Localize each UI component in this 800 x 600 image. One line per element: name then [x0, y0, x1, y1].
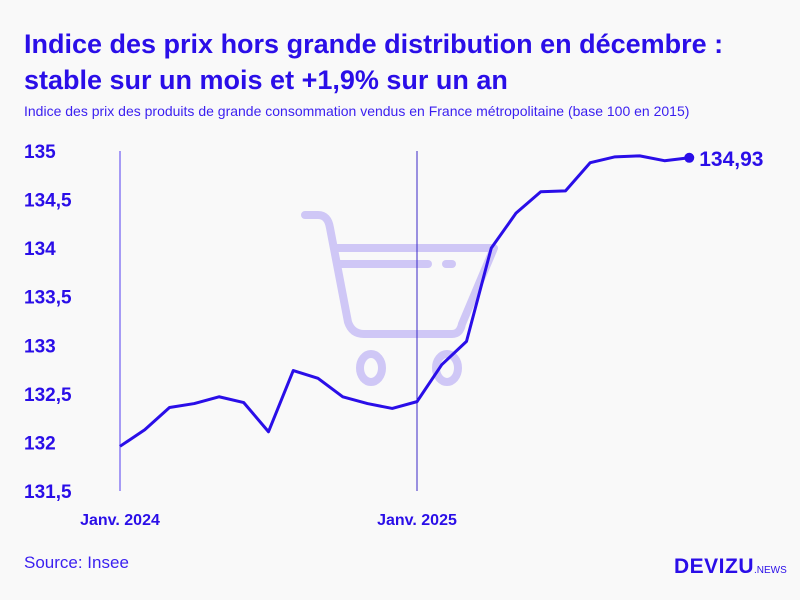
y-tick-label: 133 — [24, 336, 56, 357]
y-tick-label: 133,5 — [24, 288, 72, 309]
devizu-logo: DEVIZU.NEWS — [674, 555, 787, 579]
y-tick-label: 132 — [24, 433, 56, 454]
y-tick-label: 132,5 — [24, 385, 72, 406]
chart-title: Indice des prix hors grande distribution… — [24, 29, 724, 95]
chart-subtitle: Indice des prix des produits de grande c… — [24, 103, 690, 119]
logo-main: DEVIZU — [674, 555, 755, 578]
y-tick-label: 131,5 — [24, 482, 72, 503]
series-line — [119, 154, 690, 448]
x-tick-label: Janv. 2024 — [80, 512, 160, 529]
end-value-label: 134,93 — [699, 148, 763, 171]
y-tick-label: 134,5 — [24, 191, 72, 212]
logo-suffix: .NEWS — [754, 565, 787, 576]
cart-icon — [301, 211, 498, 386]
end-point — [684, 152, 695, 163]
y-tick-label: 134 — [24, 239, 56, 260]
x-tick-label: Janv. 2025 — [377, 512, 457, 529]
y-tick-label: 135 — [24, 142, 56, 163]
source-note: Source: Insee — [24, 553, 129, 572]
